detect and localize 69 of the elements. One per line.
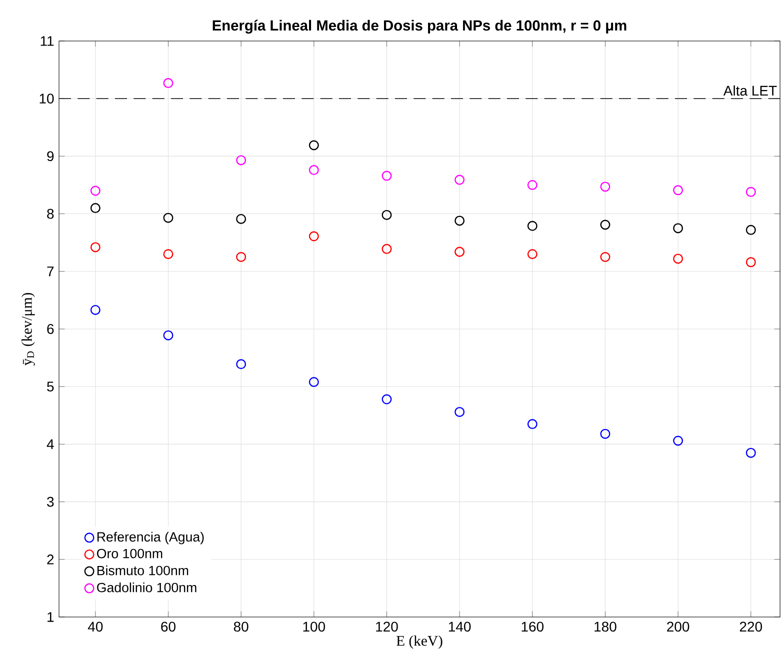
- point: [746, 224, 756, 235]
- legend-label: Gadolinio 100nm: [97, 582, 196, 592]
- point: [236, 214, 246, 224]
- point: [600, 220, 610, 230]
- point: [600, 252, 610, 262]
- point: [454, 246, 465, 257]
- point: [600, 182, 610, 192]
- y-tick-label: 10: [40, 94, 54, 104]
- point: [600, 428, 610, 439]
- point: [673, 223, 684, 234]
- point: [308, 165, 319, 176]
- x-tick-label: 200: [667, 622, 690, 632]
- y-tick-label: 9: [47, 151, 54, 162]
- point: [90, 304, 100, 315]
- point: [454, 216, 465, 226]
- point: [90, 186, 100, 196]
- point: [308, 231, 319, 242]
- x-tick-label: 220: [740, 622, 762, 632]
- point: [673, 185, 684, 196]
- point: [163, 78, 174, 88]
- point: [382, 394, 392, 404]
- x-tick-label: 140: [448, 622, 471, 632]
- y-tick-label: 5: [47, 382, 54, 392]
- x-tick-label: 100: [303, 622, 326, 632]
- point: [454, 406, 465, 417]
- ref-line-label: Alta LET: [723, 85, 777, 96]
- point: [527, 180, 538, 190]
- point: [90, 203, 100, 214]
- point: [673, 436, 684, 446]
- point: [382, 210, 392, 220]
- chart-title: Energía Lineal Media de Dosis para NPs de 100nm, r = 0 μm: [212, 20, 626, 34]
- point: [527, 220, 538, 231]
- point: [673, 254, 684, 264]
- point: [236, 155, 246, 166]
- y-tick-label: 7: [47, 266, 54, 276]
- point: [454, 174, 465, 185]
- x-tick-label: 120: [376, 622, 398, 632]
- x-tick-label: 40: [88, 622, 103, 632]
- point: [308, 140, 319, 150]
- y-tick-label: 6: [47, 324, 54, 334]
- legend-label: Oro 100nm: [96, 548, 162, 558]
- point: [746, 448, 756, 458]
- legend-label: Referencia (Agua): [97, 532, 204, 544]
- x-tick-label: 80: [234, 622, 248, 632]
- x-tick-label: 160: [522, 622, 544, 632]
- y-tick-label: 11: [40, 36, 54, 46]
- point: [236, 359, 246, 370]
- y-tick-label: 3: [47, 496, 54, 507]
- point: [236, 252, 246, 262]
- x-axis-title: E (keV): [396, 635, 442, 649]
- point: [163, 330, 174, 340]
- point: [163, 249, 174, 260]
- point: [746, 186, 756, 197]
- point: [163, 212, 174, 223]
- y-tick-label: 1: [48, 612, 54, 622]
- x-tick-label: 60: [161, 622, 176, 632]
- point: [90, 242, 100, 252]
- point: [527, 419, 538, 430]
- y-tick-label: 4: [46, 439, 54, 450]
- point: [308, 376, 319, 387]
- legend-label: Bismuto 100nm: [97, 565, 188, 576]
- x-tick-label: 180: [594, 622, 616, 632]
- y-axis-title: ȳ$_{D}$ (kev/μm): [22, 292, 35, 366]
- point: [382, 170, 392, 181]
- point: [382, 244, 392, 254]
- point: [527, 249, 538, 260]
- y-tick-label: 8: [47, 208, 54, 219]
- point: [746, 257, 756, 268]
- y-tick-label: 2: [47, 554, 54, 564]
